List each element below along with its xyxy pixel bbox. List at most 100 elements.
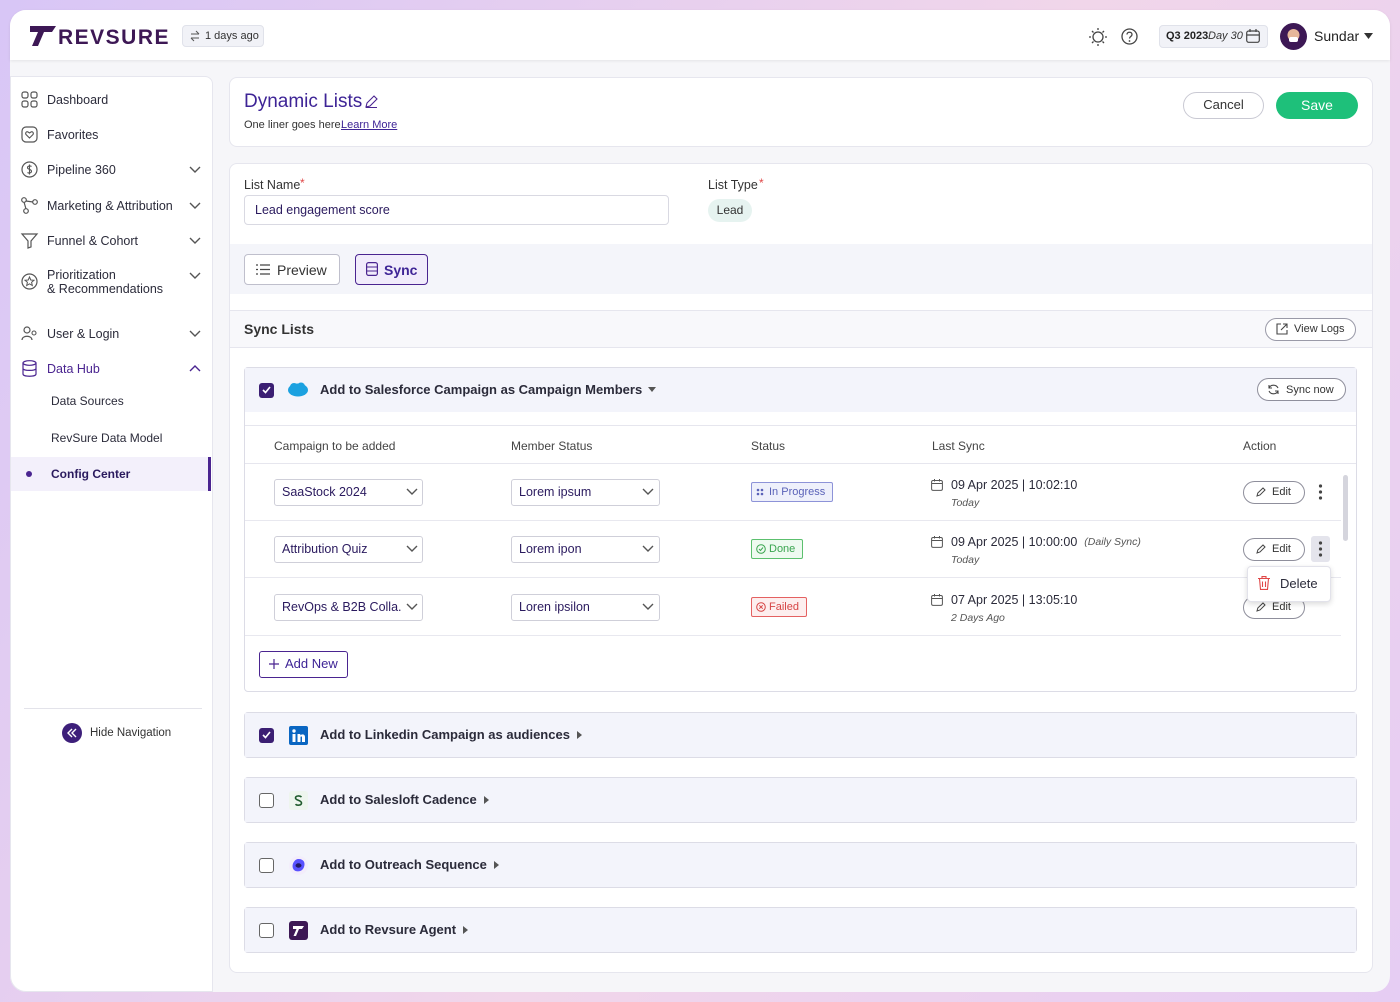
plus-icon bbox=[269, 659, 279, 669]
sync-lists-header bbox=[230, 310, 1372, 348]
member-status-select[interactable] bbox=[511, 479, 660, 506]
icon-part bbox=[289, 921, 308, 940]
nav-sub-item[interactable]: Config Center bbox=[51, 467, 131, 481]
nav-item[interactable]: Funnel & Cohort bbox=[47, 234, 139, 248]
icon-part bbox=[269, 659, 279, 669]
integration-logo bbox=[289, 726, 308, 745]
nav-sub-item[interactable]: RevSure Data Model bbox=[51, 431, 163, 445]
member-status-select[interactable] bbox=[511, 536, 660, 563]
icon-part bbox=[292, 734, 296, 742]
tab-label[interactable]: Sync bbox=[384, 262, 418, 278]
column-header: Member Status bbox=[511, 439, 593, 453]
nav-item[interactable]: Dashboard bbox=[47, 93, 109, 107]
view-logs-button[interactable] bbox=[1265, 318, 1356, 341]
icon-part bbox=[1318, 553, 1323, 557]
nav-active-bg bbox=[11, 457, 211, 491]
checkbox[interactable] bbox=[259, 858, 274, 873]
integration-logo bbox=[289, 921, 308, 940]
last-sync: 07 Apr 2025 | 13:05:10 bbox=[951, 593, 1078, 607]
nav-item[interactable]: Marketing & Attribution bbox=[47, 199, 173, 213]
checkmark bbox=[262, 386, 271, 394]
icon-part bbox=[31, 330, 37, 336]
preview-icon bbox=[256, 264, 270, 275]
checkbox[interactable] bbox=[259, 793, 274, 808]
icon-part bbox=[1256, 544, 1266, 554]
edit-button[interactable] bbox=[1243, 481, 1305, 504]
edit-label[interactable]: Edit bbox=[1272, 601, 1291, 613]
tab-label[interactable]: Preview bbox=[277, 262, 327, 278]
expand-caret bbox=[483, 796, 489, 804]
icon-part bbox=[25, 131, 34, 139]
sync-now-label[interactable]: Sync now bbox=[1286, 384, 1334, 396]
campaign-select[interactable] bbox=[274, 536, 423, 563]
cancel-label[interactable]: Cancel bbox=[1203, 97, 1244, 112]
member-status-select[interactable] bbox=[511, 594, 660, 621]
nav-item[interactable]: Pipeline 360 bbox=[47, 163, 116, 177]
icon-part bbox=[1126, 31, 1133, 39]
integration-label[interactable]: Add to Salesforce Campaign as Campaign M… bbox=[320, 382, 643, 397]
icon-part bbox=[463, 926, 469, 934]
campaign-select[interactable] bbox=[274, 594, 423, 621]
context-menu bbox=[1247, 566, 1331, 602]
icon-part bbox=[30, 91, 38, 99]
calendar-icon bbox=[1246, 29, 1260, 43]
icon-part bbox=[32, 199, 38, 205]
nav-icon bbox=[21, 197, 38, 214]
icon-part bbox=[1089, 28, 1107, 46]
integration-label[interactable]: Add to Outreach Sequence bbox=[320, 857, 487, 872]
icon-part bbox=[1318, 490, 1323, 494]
hide-navigation[interactable]: Hide Navigation bbox=[90, 727, 172, 739]
nav-sub-item[interactable]: Data Sources bbox=[51, 394, 124, 408]
row-divider bbox=[245, 635, 1341, 636]
edit-icon bbox=[1256, 544, 1266, 554]
period-pill[interactable] bbox=[1159, 25, 1268, 48]
save-label[interactable]: Save bbox=[1301, 97, 1333, 113]
icon-part bbox=[297, 382, 305, 391]
list-name-input[interactable] bbox=[244, 195, 669, 225]
avatar bbox=[1280, 23, 1307, 50]
icon-part bbox=[1268, 384, 1279, 395]
icon-part bbox=[190, 30, 200, 42]
status-label: In Progress bbox=[769, 486, 826, 498]
external-icon bbox=[1276, 323, 1288, 335]
nav-icon bbox=[20, 233, 39, 249]
cancel-button[interactable] bbox=[1183, 92, 1264, 119]
edit-label[interactable]: Edit bbox=[1272, 486, 1291, 498]
user-caret bbox=[1364, 33, 1373, 39]
save-button[interactable] bbox=[1276, 92, 1358, 119]
integration-label[interactable]: Add to Linkedin Campaign as audiences bbox=[320, 727, 570, 742]
icon-part bbox=[189, 202, 201, 209]
integration-label[interactable]: Add to Salesloft Cadence bbox=[320, 792, 477, 807]
nav-item[interactable]: Data Hub bbox=[47, 362, 100, 376]
campaign-select[interactable] bbox=[274, 479, 423, 506]
column-header: Campaign to be added bbox=[274, 439, 396, 453]
expand-caret bbox=[493, 861, 499, 869]
edit-button[interactable] bbox=[1243, 538, 1305, 561]
add-new-label[interactable]: Add New bbox=[285, 656, 338, 671]
icon-part bbox=[756, 544, 766, 554]
hide-nav-icon bbox=[62, 723, 82, 743]
integration-label[interactable]: Add to Revsure Agent bbox=[320, 922, 457, 937]
icon-part bbox=[1128, 40, 1131, 42]
user-name[interactable]: Sundar bbox=[1314, 28, 1360, 44]
sync-now-button[interactable] bbox=[1257, 378, 1346, 401]
edit-icon bbox=[1256, 602, 1266, 612]
learn-more[interactable]: Learn More bbox=[341, 119, 398, 131]
view-logs-label[interactable]: View Logs bbox=[1294, 323, 1345, 335]
delete-label[interactable]: Delete bbox=[1280, 576, 1318, 591]
chevron bbox=[189, 202, 201, 209]
integration-logo bbox=[288, 382, 308, 397]
title-edit-icon bbox=[365, 95, 378, 109]
nav-item[interactable]: User & Login bbox=[47, 327, 120, 341]
nav-item[interactable]: Favorites bbox=[47, 128, 99, 142]
status-icon bbox=[756, 544, 766, 554]
status-badge bbox=[751, 597, 807, 617]
status-icon bbox=[756, 602, 766, 612]
edit-label[interactable]: Edit bbox=[1272, 543, 1291, 555]
list-type-label: List Type bbox=[708, 178, 758, 192]
nav-item[interactable]: Prioritization & Recommendations bbox=[47, 268, 164, 296]
icon-part bbox=[22, 360, 37, 366]
status-badge bbox=[751, 539, 804, 559]
checkbox[interactable] bbox=[259, 923, 274, 938]
checkmark bbox=[262, 731, 271, 739]
